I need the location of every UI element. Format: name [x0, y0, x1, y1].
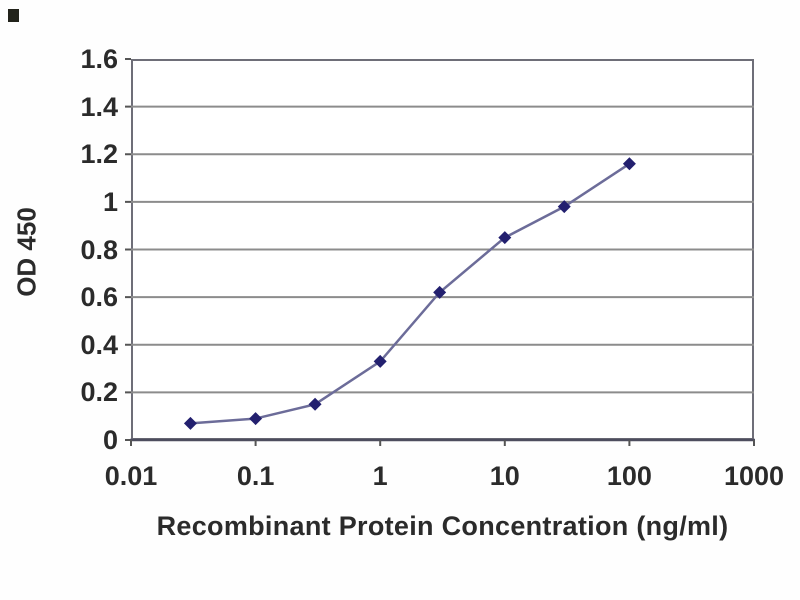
- plot-area: [131, 59, 754, 440]
- x-tick-label: 0.01: [104, 461, 158, 491]
- x-tick-label: 100: [606, 461, 652, 491]
- y-tick-label: 1.2: [80, 139, 118, 170]
- x-tick-label: 1: [372, 461, 388, 491]
- y-tick-label: 0.6: [80, 282, 118, 313]
- y-tick-label: 0: [102, 425, 118, 455]
- y-tick-label: 1.4: [80, 91, 118, 122]
- y-tick-label: 1.6: [80, 44, 118, 74]
- y-tick-label: 0.4: [80, 329, 118, 360]
- y-tick-label: 1: [102, 186, 118, 217]
- x-axis-title: Recombinant Protein Concentration (ng/ml…: [156, 511, 729, 541]
- x-tick-label: 1000: [723, 461, 785, 491]
- corner-mark-artifact: [8, 9, 19, 22]
- x-tick-label: 0.1: [236, 461, 275, 491]
- y-tick-label: 0.8: [80, 234, 118, 265]
- y-tick-label: 0.2: [80, 377, 118, 408]
- x-tick-label: 10: [489, 461, 520, 491]
